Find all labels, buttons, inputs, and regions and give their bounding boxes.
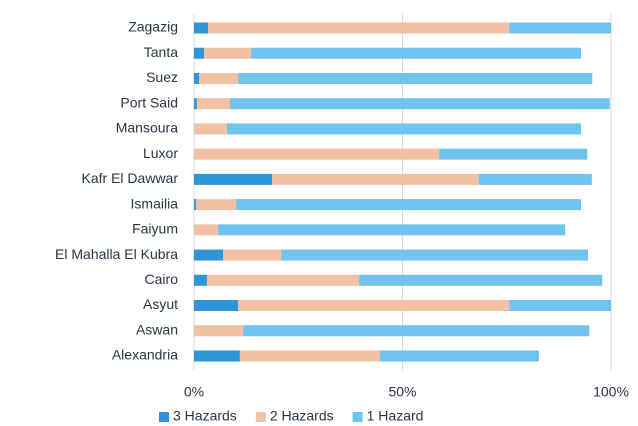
y-tick-label: Aswan [136,321,178,337]
bar-segment [478,173,592,185]
bar-segment [194,22,209,34]
bar-segment [194,148,440,160]
legend-swatch [255,412,266,422]
y-tick-label: Port Said [120,94,178,110]
bar-segment [243,325,590,337]
bar-segment [238,300,510,312]
bar-segment [196,98,230,110]
bar-segment [359,274,603,286]
legend-label: 2 Hazards [270,408,334,424]
bar-segment [194,300,239,312]
y-tick-label: El Mahalla El Kubra [55,246,178,262]
legend-label: 1 Hazard [367,408,424,424]
bar-segment [194,224,219,236]
y-tick-label: Tanta [144,44,178,60]
y-tick-label: Zagazig [128,19,178,35]
y-tick-label: Alexandria [112,347,178,363]
bar-segment [281,249,589,261]
y-tick-label: Suez [146,69,178,85]
legend-swatch [159,412,169,422]
bar-segment [194,199,197,211]
bar-segment [379,350,539,362]
bar-segment [204,47,252,59]
x-tick-label: 0% [184,384,204,400]
bar-segment [271,173,479,185]
bar-segment [194,98,197,110]
bar-segment [206,274,360,286]
bar-segment [194,72,200,84]
bar-segment [194,123,227,135]
y-tick-label: Mansoura [116,120,178,136]
bar-segment [194,274,207,286]
bar-segment [196,199,237,211]
bar-segment [226,123,581,135]
y-tick-label: Kafr El Dawwar [82,170,179,186]
bar-segment [439,148,588,160]
y-tick-label: Asyut [143,296,178,312]
y-tick-label: Ismailia [131,195,179,211]
bar-segment [509,300,611,312]
y-tick-label: Cairo [145,271,179,287]
bar-segment [236,199,581,211]
bar-segment [509,22,611,34]
bar-segment [218,224,566,236]
bar-segment [194,325,244,337]
bar-segment [238,72,593,84]
legend-label: 3 Hazards [173,408,237,424]
x-tick-label: 50% [388,384,416,400]
y-tick-label: Faiyum [132,221,178,237]
bar-segment [194,47,205,59]
legend-swatch [352,412,363,422]
bar-segment [208,22,510,34]
bar-segment [199,72,239,84]
bar-segment [251,47,581,59]
bar-segment [194,249,224,261]
bar-segment [194,173,272,185]
bar-segment [194,350,240,362]
bar-segment [239,350,380,362]
bar-segment [229,98,610,110]
y-tick-label: Luxor [143,145,178,161]
x-tick-label: 100% [593,384,629,400]
bar-segment [223,249,282,261]
